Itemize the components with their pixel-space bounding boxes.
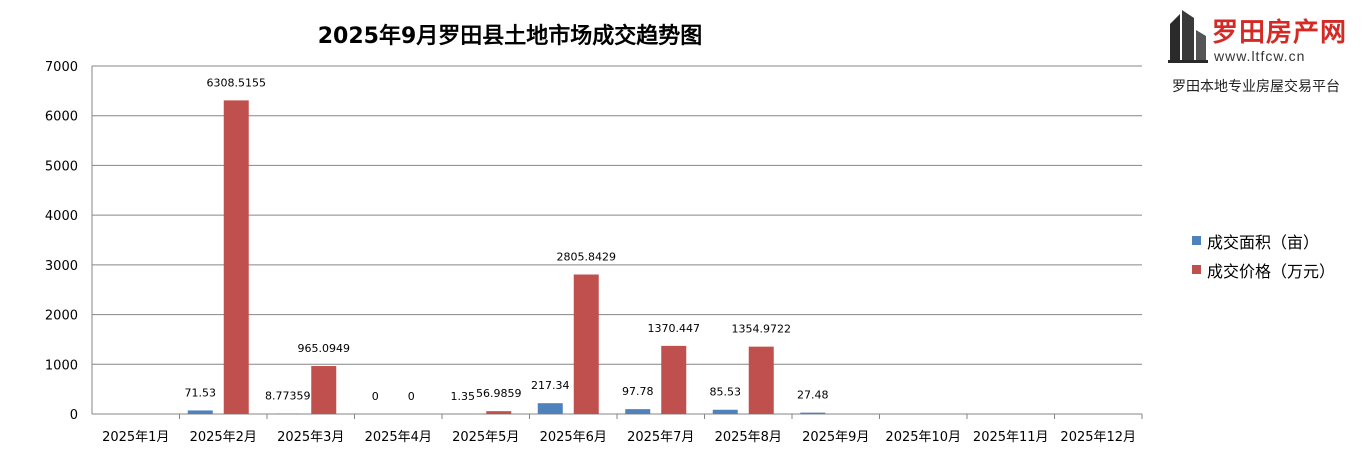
legend-item-price: 成交价格（万元）	[1192, 255, 1335, 284]
x-tick-label: 2025年3月	[277, 430, 344, 445]
bar-price	[311, 366, 337, 414]
bar-price	[486, 411, 512, 414]
y-tick-label: 5000	[45, 159, 78, 174]
bar-area	[187, 410, 213, 414]
chart-legend: 成交面积（亩） 成交价格（万元）	[1192, 226, 1335, 284]
y-tick-label: 0	[70, 408, 78, 423]
x-tick-label: 2025年4月	[365, 430, 432, 445]
y-tick-label: 2000	[45, 309, 78, 324]
logo-tagline: 罗田本地专业房屋交易平台	[1172, 79, 1340, 95]
data-label-price: 6308.5155	[207, 76, 267, 89]
logo-name: 罗田房产网	[1212, 18, 1348, 48]
data-label-area: 27.48	[797, 389, 829, 402]
data-label-area: 1.35	[451, 390, 476, 403]
bar-price	[223, 100, 249, 415]
bar-area	[712, 409, 738, 414]
bar-price	[748, 346, 774, 414]
y-tick-label: 7000	[45, 60, 78, 75]
data-label-price: 1370.447	[648, 322, 701, 335]
building-logo-icon	[1168, 10, 1208, 63]
data-label-price: 56.9859	[476, 387, 522, 400]
legend-item-area: 成交面积（亩）	[1192, 226, 1335, 255]
data-label-area: 97.78	[622, 385, 654, 398]
x-tick-label: 2025年12月	[1060, 430, 1136, 445]
x-tick-label: 2025年2月	[190, 430, 257, 445]
bar-area	[800, 412, 826, 414]
x-tick-label: 2025年11月	[973, 430, 1049, 445]
data-label-price: 2805.8429	[557, 251, 617, 264]
chart-title: 2025年9月罗田县土地市场成交趋势图	[317, 24, 703, 49]
logo-url: www.ltfcw.cn	[1214, 48, 1306, 64]
y-tick-label: 6000	[45, 110, 78, 125]
y-tick-label: 3000	[45, 259, 78, 274]
data-label-price: 965.0949	[298, 342, 351, 355]
legend-label-price: 成交价格（万元）	[1207, 261, 1336, 281]
data-label-area: 85.53	[710, 386, 742, 399]
bar-area	[625, 409, 651, 414]
legend-swatch-price	[1192, 265, 1201, 274]
x-tick-label: 2025年10月	[885, 430, 961, 445]
bar-area	[537, 403, 563, 414]
x-tick-label: 2025年7月	[627, 430, 694, 445]
x-tick-label: 2025年6月	[540, 430, 607, 445]
site-logo: 罗田房产网 www.ltfcw.cn 罗田本地专业房屋交易平台	[1166, 8, 1356, 95]
legend-label-area: 成交面积（亩）	[1207, 232, 1320, 252]
x-tick-label: 2025年1月	[102, 430, 169, 445]
data-label-area: 0	[372, 390, 379, 403]
data-label-area: 8.77359	[265, 390, 311, 403]
y-tick-label: 4000	[45, 209, 78, 224]
data-label-area: 217.34	[531, 379, 570, 392]
bar-price	[573, 274, 599, 414]
legend-swatch-area	[1192, 236, 1201, 245]
x-tick-label: 2025年9月	[802, 430, 869, 445]
bar-price	[661, 345, 687, 414]
data-label-area: 71.53	[185, 386, 217, 399]
data-label-price: 1354.9722	[732, 323, 792, 336]
x-tick-label: 2025年8月	[715, 430, 782, 445]
y-tick-label: 1000	[45, 358, 78, 373]
data-label-price: 0	[408, 390, 415, 403]
x-tick-label: 2025年5月	[452, 430, 519, 445]
